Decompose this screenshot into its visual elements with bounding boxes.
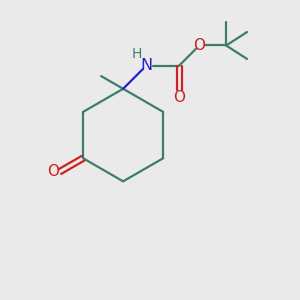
Text: O: O: [47, 164, 59, 179]
Text: H: H: [132, 47, 142, 61]
Text: O: O: [173, 90, 185, 105]
Text: N: N: [140, 58, 152, 73]
Text: O: O: [193, 38, 205, 53]
